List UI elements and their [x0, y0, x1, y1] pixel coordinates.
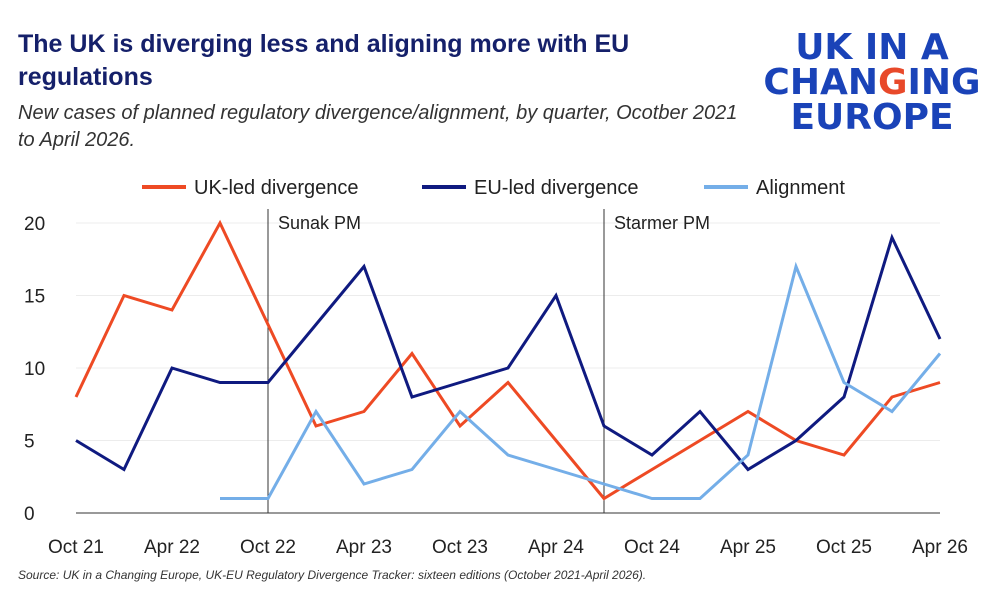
x-tick-label: Oct 21: [48, 537, 104, 558]
x-tick-label: Apr 24: [528, 537, 584, 558]
uk-in-a-changing-europe-logo: UK IN A CHANGING EUROPE: [752, 27, 992, 138]
y-tick-label: 0: [24, 504, 35, 525]
legend-swatch-eu: [422, 184, 466, 189]
source-note: Source: UK in a Changing Europe, UK-EU R…: [18, 568, 647, 582]
logo-line-2c: ING: [907, 62, 981, 103]
x-tick-label: Apr 25: [720, 537, 776, 558]
chart-title: The UK is diverging less and aligning mo…: [18, 30, 630, 91]
x-tick-label: Oct 24: [624, 537, 680, 558]
chart-legend: UK-led divergence EU-led divergence Alig…: [0, 174, 1000, 202]
x-tick-label: Apr 22: [144, 537, 200, 558]
y-tick-label: 10: [24, 359, 45, 380]
x-tick-label: Apr 23: [336, 537, 392, 558]
logo-line-1: UK IN A: [795, 27, 949, 68]
annotation-label: Sunak PM: [278, 213, 361, 233]
axis-layer: 0 5 10 15 20 Oct 21 Apr 22 Oct 22 Apr 23 Oct 23 Ap…: [24, 214, 968, 558]
y-tick-label: 5: [24, 432, 35, 453]
x-tick-label: Oct 23: [432, 537, 488, 558]
legend-label-eu: EU-led divergence: [474, 177, 639, 199]
legend-swatch-uk: [142, 184, 186, 189]
series-line-uk-led-divergence: [74, 219, 941, 501]
logo-line-2-accent: G: [877, 62, 908, 103]
logo-line-2a: CHAN: [763, 62, 878, 103]
x-tick-label: Oct 25: [816, 537, 872, 558]
legend-swatch-alignment: [704, 184, 748, 189]
y-tick-label: 20: [24, 214, 45, 235]
legend-label-uk: UK-led divergence: [194, 177, 359, 199]
annotation-layer: Sunak PM Starmer PM: [267, 209, 710, 513]
logo-line-2: CHANGING: [752, 62, 992, 103]
legend-item-uk: UK-led divergence: [142, 174, 359, 202]
annotation-label: Starmer PM: [614, 213, 710, 233]
x-tick-label: Apr 26: [912, 537, 968, 558]
legend-label-alignment: Alignment: [756, 177, 845, 199]
series-line-eu-led-divergence: [75, 233, 942, 472]
y-tick-label: 15: [24, 287, 45, 308]
series-line-alignment: [220, 261, 942, 500]
series-layer: [74, 219, 942, 501]
grid-layer: [76, 222, 940, 441]
chart-subtitle: New cases of planned regulatory divergen…: [18, 102, 738, 151]
x-tick-label: Oct 22: [240, 537, 296, 558]
legend-item-alignment: Alignment: [704, 174, 845, 202]
line-chart: Sunak PM Starmer PM 0 5 10 15 20 Oct 21 Apr 22 O…: [24, 209, 968, 558]
logo-line-3: EUROPE: [790, 97, 954, 138]
legend-item-eu: EU-led divergence: [422, 174, 639, 202]
